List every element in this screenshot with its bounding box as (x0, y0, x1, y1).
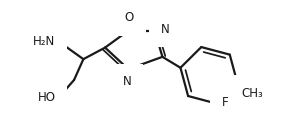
Text: O: O (124, 11, 134, 24)
Text: N: N (122, 75, 131, 88)
Text: HO: HO (37, 91, 55, 104)
Text: F: F (222, 95, 229, 108)
Text: H₂N: H₂N (33, 35, 55, 48)
Text: N: N (161, 23, 170, 36)
Text: CH₃: CH₃ (241, 87, 263, 100)
